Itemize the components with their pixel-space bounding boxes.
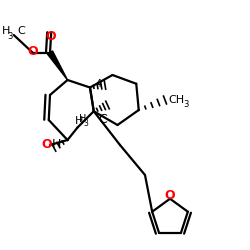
Text: O: O bbox=[41, 138, 51, 151]
Text: H: H bbox=[79, 114, 86, 124]
Text: CH: CH bbox=[169, 95, 185, 105]
Text: 3: 3 bbox=[183, 100, 188, 109]
Text: O: O bbox=[45, 30, 56, 43]
Text: C: C bbox=[98, 113, 107, 126]
Text: C: C bbox=[18, 26, 25, 36]
Text: H: H bbox=[2, 26, 10, 36]
Text: H: H bbox=[52, 138, 61, 151]
Text: 3: 3 bbox=[83, 119, 88, 128]
Text: O: O bbox=[27, 45, 38, 58]
Text: 3: 3 bbox=[7, 32, 12, 41]
Text: O: O bbox=[165, 189, 175, 202]
Polygon shape bbox=[48, 51, 68, 80]
Text: H: H bbox=[74, 116, 83, 126]
Text: 4: 4 bbox=[96, 79, 102, 89]
